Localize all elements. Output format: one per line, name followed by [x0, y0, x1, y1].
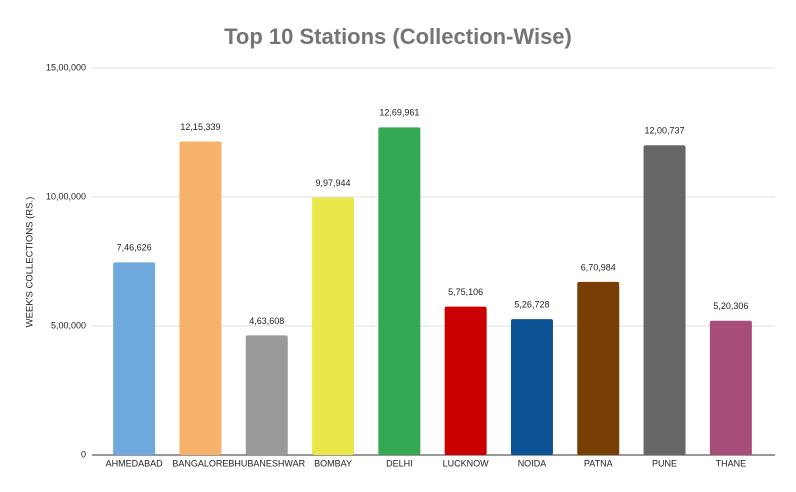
value-label: 4,63,608: [249, 316, 284, 326]
bar: [510, 319, 553, 455]
value-label: 9,97,944: [316, 178, 351, 188]
x-tick-label: THANE: [716, 458, 747, 468]
chart-title: Top 10 Stations (Collection-Wise): [224, 24, 572, 49]
value-label: 6,70,984: [581, 262, 616, 272]
value-label: 5,75,106: [448, 287, 483, 297]
bar: [444, 306, 487, 455]
bar: [577, 281, 620, 455]
x-tick-label: DELHI: [386, 458, 413, 468]
x-tick-label: BANGALORE: [172, 458, 228, 468]
value-label: 7,46,626: [117, 243, 152, 253]
x-tick-label: PUNE: [652, 458, 677, 468]
y-tick-label: 10,00,000: [46, 191, 86, 201]
x-tick-label: BHUBANESHWAR: [228, 458, 305, 468]
value-label: 12,15,339: [180, 122, 220, 132]
bar: [179, 141, 222, 455]
x-tick-label: PATNA: [584, 458, 613, 468]
x-tick-label: NOIDA: [518, 458, 547, 468]
bar: [643, 145, 686, 456]
bar: [113, 262, 156, 455]
value-label: 12,00,737: [645, 126, 685, 136]
value-label: 5,26,728: [514, 299, 549, 309]
bar: [312, 197, 355, 455]
y-tick-label: 15,00,000: [46, 62, 86, 72]
x-tick-label: AHMEDABAD: [106, 458, 164, 468]
x-tick-label: BOMBAY: [314, 458, 352, 468]
y-axis-title: WEEK'S COLLECTIONS (RS.): [25, 197, 36, 328]
y-tick-label: 0: [81, 449, 86, 459]
bar: [378, 127, 421, 455]
y-tick-label: 5,00,000: [51, 320, 86, 330]
bar: [709, 320, 752, 455]
x-tick-label: LUCKNOW: [443, 458, 490, 468]
value-label: 12,69,961: [379, 108, 419, 118]
bar: [245, 335, 288, 455]
value-label: 5,20,306: [713, 301, 748, 311]
